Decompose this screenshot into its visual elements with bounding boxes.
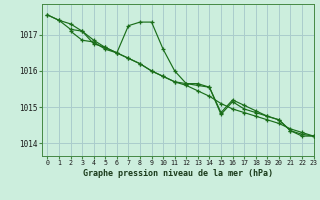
X-axis label: Graphe pression niveau de la mer (hPa): Graphe pression niveau de la mer (hPa) bbox=[83, 169, 273, 178]
